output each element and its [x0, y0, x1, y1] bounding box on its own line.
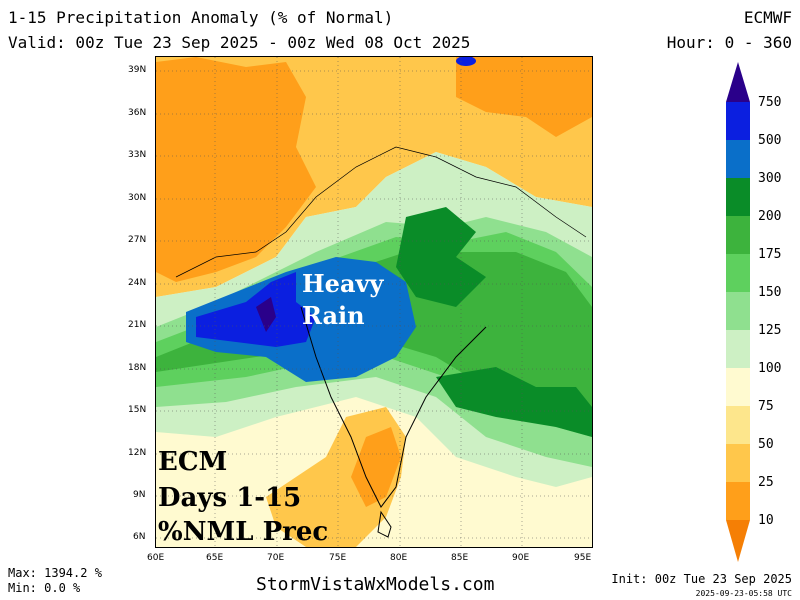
precip-anomaly-map: Heavy Rain ECM Days 1-15 %NML Prec [155, 56, 593, 548]
legend-label: 10 [758, 513, 774, 528]
legend-bottom-arrow [726, 520, 750, 562]
border-lines [175, 146, 587, 278]
lon-label: 70E [267, 553, 285, 563]
legend-swatch [726, 368, 750, 406]
ecm-label-line3: %NML Prec [158, 517, 329, 547]
legend-swatch [726, 482, 750, 520]
legend-label: 200 [758, 209, 782, 224]
legend-swatch [726, 292, 750, 330]
field-blue-deep [196, 272, 316, 347]
lon-label: 75E [329, 553, 347, 563]
forecast-hours: Hour: 0 - 360 [666, 33, 792, 52]
legend-swatch [726, 444, 750, 482]
chart-title: 1-15 Precipitation Anomaly (% of Normal) [8, 8, 394, 27]
max-value: Max: 1394.2 % [8, 566, 102, 580]
lat-label: 36N [128, 108, 147, 118]
legend-colorbar [726, 62, 750, 562]
legend-swatch [726, 102, 750, 140]
legend-swatch [726, 178, 750, 216]
field-himalaya-orange [456, 57, 592, 137]
lat-label: 18N [128, 363, 147, 373]
field-west-orange [156, 57, 316, 282]
field-purple-core [256, 297, 276, 332]
lat-label: 6N [133, 532, 146, 542]
lat-label: 9N [133, 490, 146, 500]
heavy-rain-label-line2: Rain [302, 301, 365, 330]
legend-label: 50 [758, 437, 774, 452]
lat-label: 30N [128, 193, 147, 203]
lat-label: 24N [128, 278, 147, 288]
legend-swatch [726, 140, 750, 178]
lon-label: 90E [512, 553, 530, 563]
ecm-label-line1: ECM [158, 447, 228, 477]
coastline [300, 306, 487, 508]
lat-label: 15N [128, 405, 147, 415]
legend-label: 25 [758, 475, 774, 490]
sri-lanka-coast [377, 510, 392, 538]
legend-label: 100 [758, 361, 782, 376]
legend-top-arrow [726, 62, 750, 102]
lon-label: 60E [147, 553, 165, 563]
legend-label: 300 [758, 171, 782, 186]
legend-swatch [726, 216, 750, 254]
legend-label: 150 [758, 285, 782, 300]
lat-label: 39N [128, 65, 147, 75]
legend-label: 175 [758, 247, 782, 262]
legend-label: 750 [758, 95, 782, 110]
field-green-dark-north [396, 207, 486, 307]
field-top-spot [456, 57, 476, 66]
lat-label: 12N [128, 448, 147, 458]
model-name: ECMWF [743, 8, 792, 27]
min-value: Min: 0.0 % [8, 581, 81, 595]
lat-label: 27N [128, 235, 147, 245]
valid-period: Valid: 00z Tue 23 Sep 2025 - 00z Wed 08 … [8, 33, 471, 52]
legend-label: 75 [758, 399, 774, 414]
legend-swatch [726, 254, 750, 292]
legend-swatch [726, 330, 750, 368]
init-time: Init: 00z Tue 23 Sep 2025 [611, 572, 792, 586]
site-credit: StormVistaWxModels.com [256, 574, 495, 595]
lat-label: 21N [128, 320, 147, 330]
lon-label: 80E [390, 553, 408, 563]
legend-label: 125 [758, 323, 782, 338]
legend-label: 500 [758, 133, 782, 148]
map-canvas [156, 57, 592, 547]
lon-label: 85E [451, 553, 469, 563]
graticule [156, 57, 592, 547]
render-stamp: 2025-09-23-05:58 UTC [695, 589, 792, 598]
lon-label: 95E [574, 553, 592, 563]
legend-swatch [726, 406, 750, 444]
ecm-label-line2: Days 1-15 [158, 483, 302, 513]
field-south-dark [351, 427, 401, 507]
heavy-rain-label-line1: Heavy [302, 269, 384, 298]
lat-label: 33N [128, 150, 147, 160]
field-green-dark-bay [436, 367, 592, 437]
lon-label: 65E [206, 553, 224, 563]
